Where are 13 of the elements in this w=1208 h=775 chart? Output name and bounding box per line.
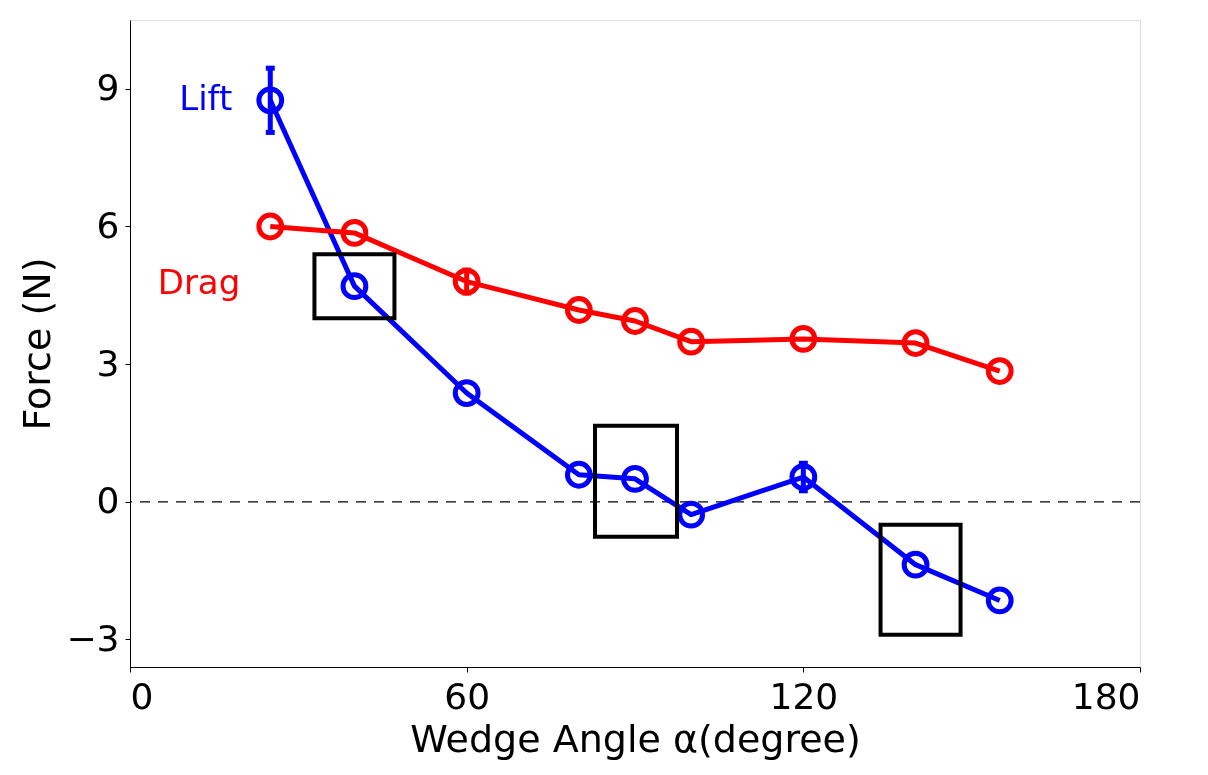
y-tick-label: 0: [96, 480, 120, 522]
y-axis-title: Force (N): [15, 257, 60, 431]
x-axis-title: Wedge Angle α(degree): [410, 716, 861, 761]
x-tick-label: 180: [1071, 675, 1141, 717]
series-label: Lift: [179, 78, 233, 119]
y-tick-label: 3: [96, 342, 120, 384]
y-tick-label: 9: [96, 67, 120, 109]
x-tick-label: 120: [769, 675, 839, 717]
series-label: Drag: [157, 262, 241, 303]
x-tick-label: 0: [130, 675, 154, 717]
y-tick-label: −3: [66, 617, 120, 659]
y-tick-label: 6: [96, 204, 120, 246]
x-tick-label: 60: [444, 675, 491, 717]
